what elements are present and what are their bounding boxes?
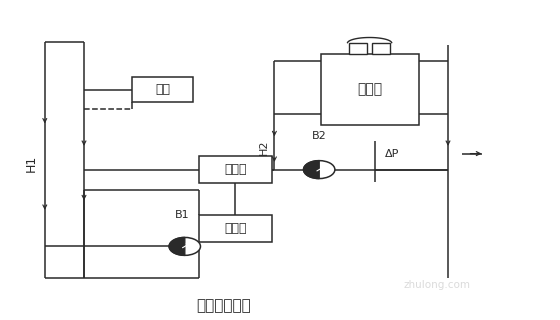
- Text: 末端: 末端: [155, 83, 170, 96]
- Circle shape: [169, 237, 200, 255]
- Text: 蒸发器: 蒸发器: [224, 222, 246, 235]
- Polygon shape: [169, 237, 185, 255]
- Text: 冷凝器: 冷凝器: [224, 163, 246, 176]
- FancyBboxPatch shape: [199, 156, 272, 183]
- FancyBboxPatch shape: [372, 43, 390, 54]
- Text: zhulong.com: zhulong.com: [403, 280, 470, 290]
- Polygon shape: [304, 161, 319, 179]
- FancyBboxPatch shape: [349, 43, 367, 54]
- Text: ΔP: ΔP: [385, 148, 399, 159]
- FancyBboxPatch shape: [320, 54, 419, 125]
- Text: 水系统（一）: 水系统（一）: [197, 298, 251, 313]
- Text: B2: B2: [312, 132, 326, 141]
- Text: H1: H1: [24, 155, 38, 172]
- FancyBboxPatch shape: [199, 215, 272, 243]
- Text: 冷却塔: 冷却塔: [357, 83, 382, 97]
- FancyBboxPatch shape: [132, 77, 193, 102]
- Text: B1: B1: [175, 210, 189, 220]
- Text: H2: H2: [259, 140, 269, 155]
- Circle shape: [304, 161, 335, 179]
